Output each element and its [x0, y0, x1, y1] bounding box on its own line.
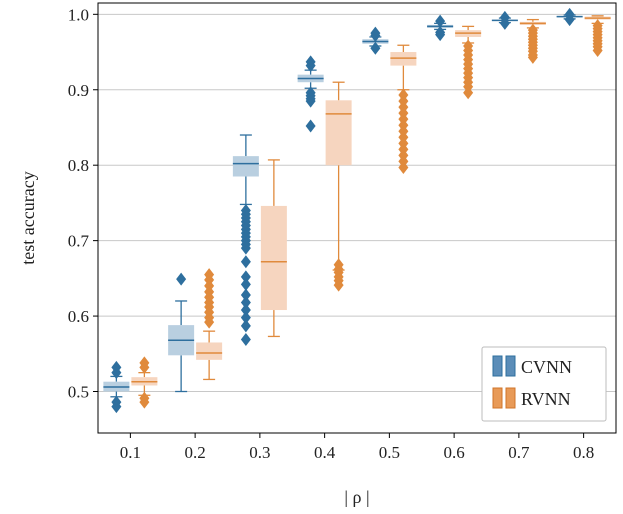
x-tick-label: 0.7 [508, 443, 530, 462]
x-tick-label: 0.2 [185, 443, 206, 462]
cvnn-box-group [556, 7, 583, 27]
rvnn-box-group [584, 15, 611, 58]
cvnn-outlier [111, 400, 122, 414]
cvnn-outlier [240, 311, 251, 325]
cvnn-outlier [370, 41, 381, 55]
y-tick-label: 0.8 [68, 156, 89, 175]
y-tick-label: 0.7 [68, 232, 90, 251]
cvnn-outlier [305, 94, 316, 108]
y-tick-label: 0.9 [68, 81, 89, 100]
rvnn-box [196, 342, 223, 360]
axis-ticks: 0.5 0.6 0.7 0.8 0.9 1.0 0.1 0.2 0.3 0.4 0.5 0.6 0.7 0… [68, 5, 595, 462]
cvnn-box-group [427, 14, 454, 42]
rvnn-box [390, 52, 417, 66]
plot-frame [97, 2, 617, 434]
y-tick-label: 0.6 [68, 307, 89, 326]
rvnn-outlier [333, 278, 344, 292]
cvnn-outlier [240, 319, 251, 333]
cvnn-outlier [240, 241, 251, 255]
cvnn-outlier [240, 255, 251, 269]
x-tick-label: 0.3 [249, 443, 270, 462]
rvnn-outlier [204, 315, 215, 329]
cvnn-box [232, 156, 259, 177]
legend-swatch-cvnn [505, 355, 516, 377]
rvnn-box-group [325, 81, 352, 292]
x-tick-label: 0.4 [314, 443, 336, 462]
x-tick-label: 0.1 [120, 443, 141, 462]
rvnn-outlier [139, 360, 150, 374]
rvnn-outlier [398, 160, 409, 174]
cvnn-outlier [240, 277, 251, 291]
rvnn-box-group [196, 268, 223, 381]
cvnn-outlier [305, 59, 316, 73]
rvnn-box [260, 205, 287, 311]
cvnn-box-group [297, 55, 324, 133]
cvnn-outlier [305, 119, 316, 133]
cvnn-outlier [240, 332, 251, 346]
y-tick-label: 1.0 [68, 5, 89, 24]
rvnn-box-group [131, 356, 158, 409]
rvnn-box [325, 100, 352, 166]
rvnn-box-group [455, 25, 482, 100]
cvnn-box-group [168, 272, 195, 393]
cvnn-box-group [491, 10, 518, 30]
rvnn-box-group [519, 18, 546, 64]
cvnn-outlier [240, 288, 251, 302]
x-axis-title: | ρ | [344, 487, 369, 507]
y-axis-title: test accuracy [18, 171, 38, 264]
y-tick-label: 0.5 [68, 383, 89, 402]
cvnn-outlier [564, 13, 575, 27]
plot-area [103, 7, 611, 414]
legend-swatch-rvnn [505, 387, 516, 409]
cvnn-outlier [176, 272, 187, 286]
rvnn-outlier [527, 50, 538, 64]
legend-swatch-cvnn-fill [492, 355, 503, 377]
cvnn-outlier [499, 16, 510, 30]
x-tick-label: 0.8 [573, 443, 594, 462]
x-tick-label: 0.5 [379, 443, 400, 462]
cvnn-box-group [362, 26, 389, 55]
x-tick-label: 0.6 [444, 443, 465, 462]
cvnn-outlier [435, 28, 446, 42]
legend-swatch-rvnn-fill [492, 387, 503, 409]
cvnn-box-group [103, 360, 130, 414]
cvnn-outlier [111, 366, 122, 380]
rvnn-box-group [390, 44, 417, 174]
cvnn-outlier [240, 303, 251, 317]
legend-label-cvnn: CVNN [521, 357, 572, 377]
rvnn-outlier [139, 395, 150, 409]
cvnn-box-group [232, 134, 259, 346]
cvnn-outlier [240, 270, 251, 284]
cvnn-outlier [370, 28, 381, 42]
rvnn-outlier [592, 44, 603, 58]
legend: CVNN RVNN [481, 346, 607, 422]
rvnn-box-group [260, 159, 287, 338]
cvnn-outlier [435, 14, 446, 28]
cvnn-outlier [240, 295, 251, 309]
legend-label-rvnn: RVNN [521, 389, 571, 409]
rvnn-outlier [463, 86, 474, 100]
